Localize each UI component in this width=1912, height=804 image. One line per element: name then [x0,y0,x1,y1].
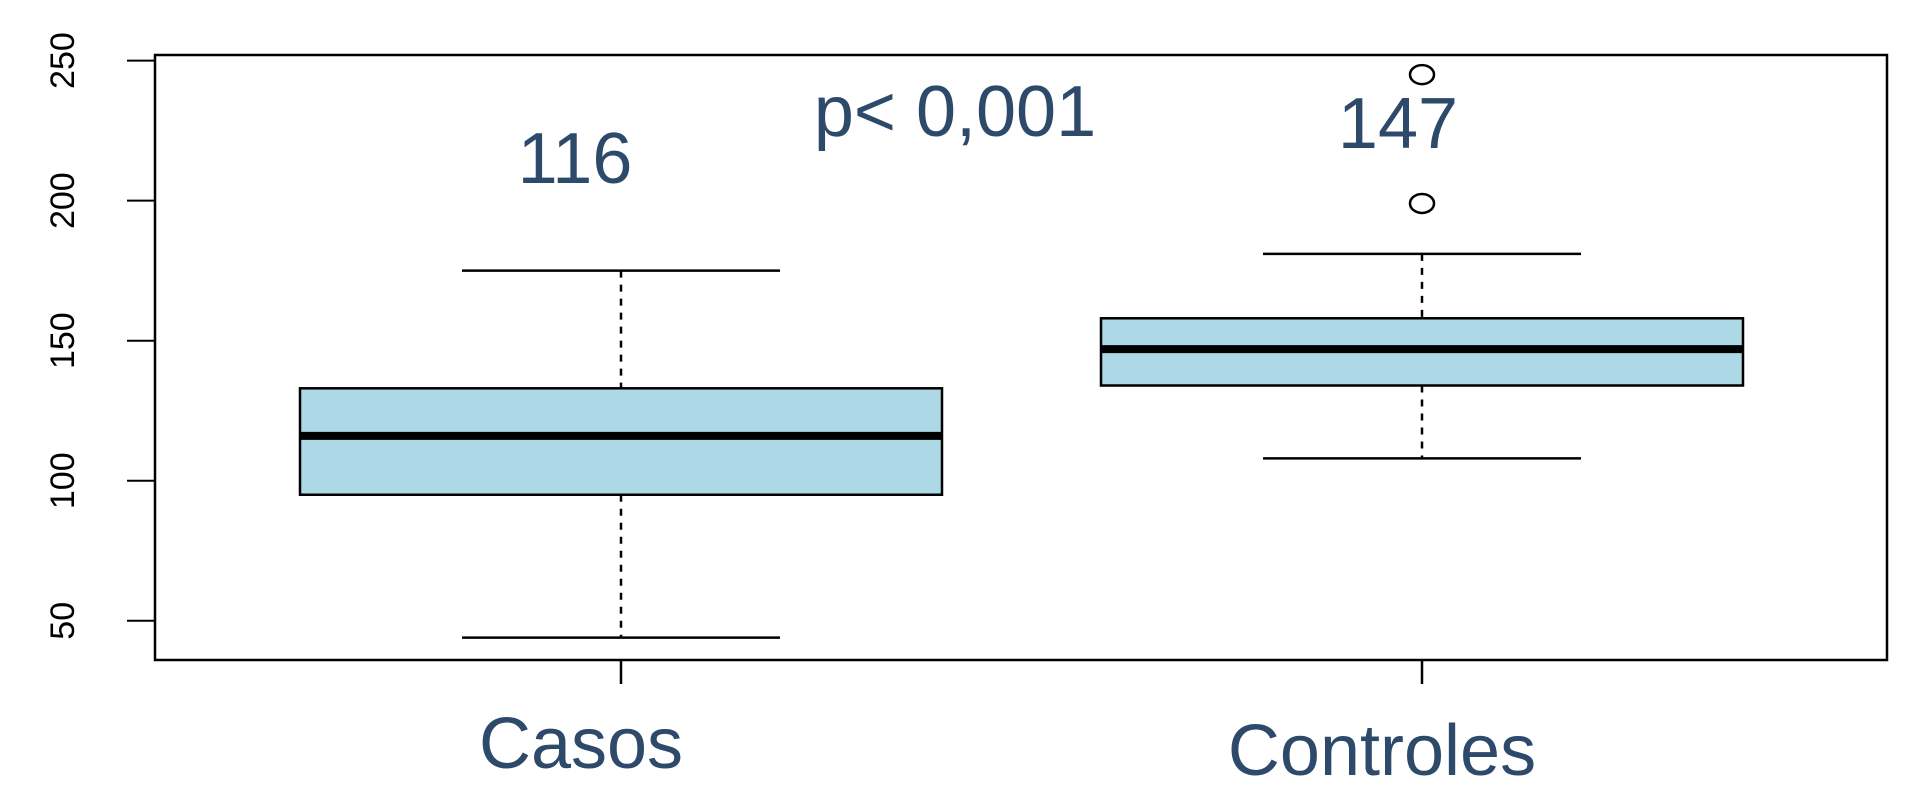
outlier-controles-1 [1408,192,1436,215]
y-tick-label-50: 50 [44,602,82,640]
median-label-controles: 147 [1338,84,1458,164]
y-tick-label-150: 150 [44,312,82,369]
boxes [298,63,1745,639]
p-value-label: p< 0,001 [814,72,1096,152]
box-casos [298,387,944,496]
y-tick-label-100: 100 [44,452,82,509]
outlier-controles-2 [1408,63,1436,86]
median-label-casos: 116 [518,119,633,199]
y-tick-label-200: 200 [44,172,82,229]
y-axis: 50 100 150 200 250 [44,32,156,640]
x-tick-label-casos: Casos [479,704,683,784]
x-tick-label-controles: Controles [1228,711,1536,791]
plot-frame [153,53,1889,662]
x-axis: Casos Controles [479,660,1536,791]
y-tick-label-250: 250 [44,32,82,89]
